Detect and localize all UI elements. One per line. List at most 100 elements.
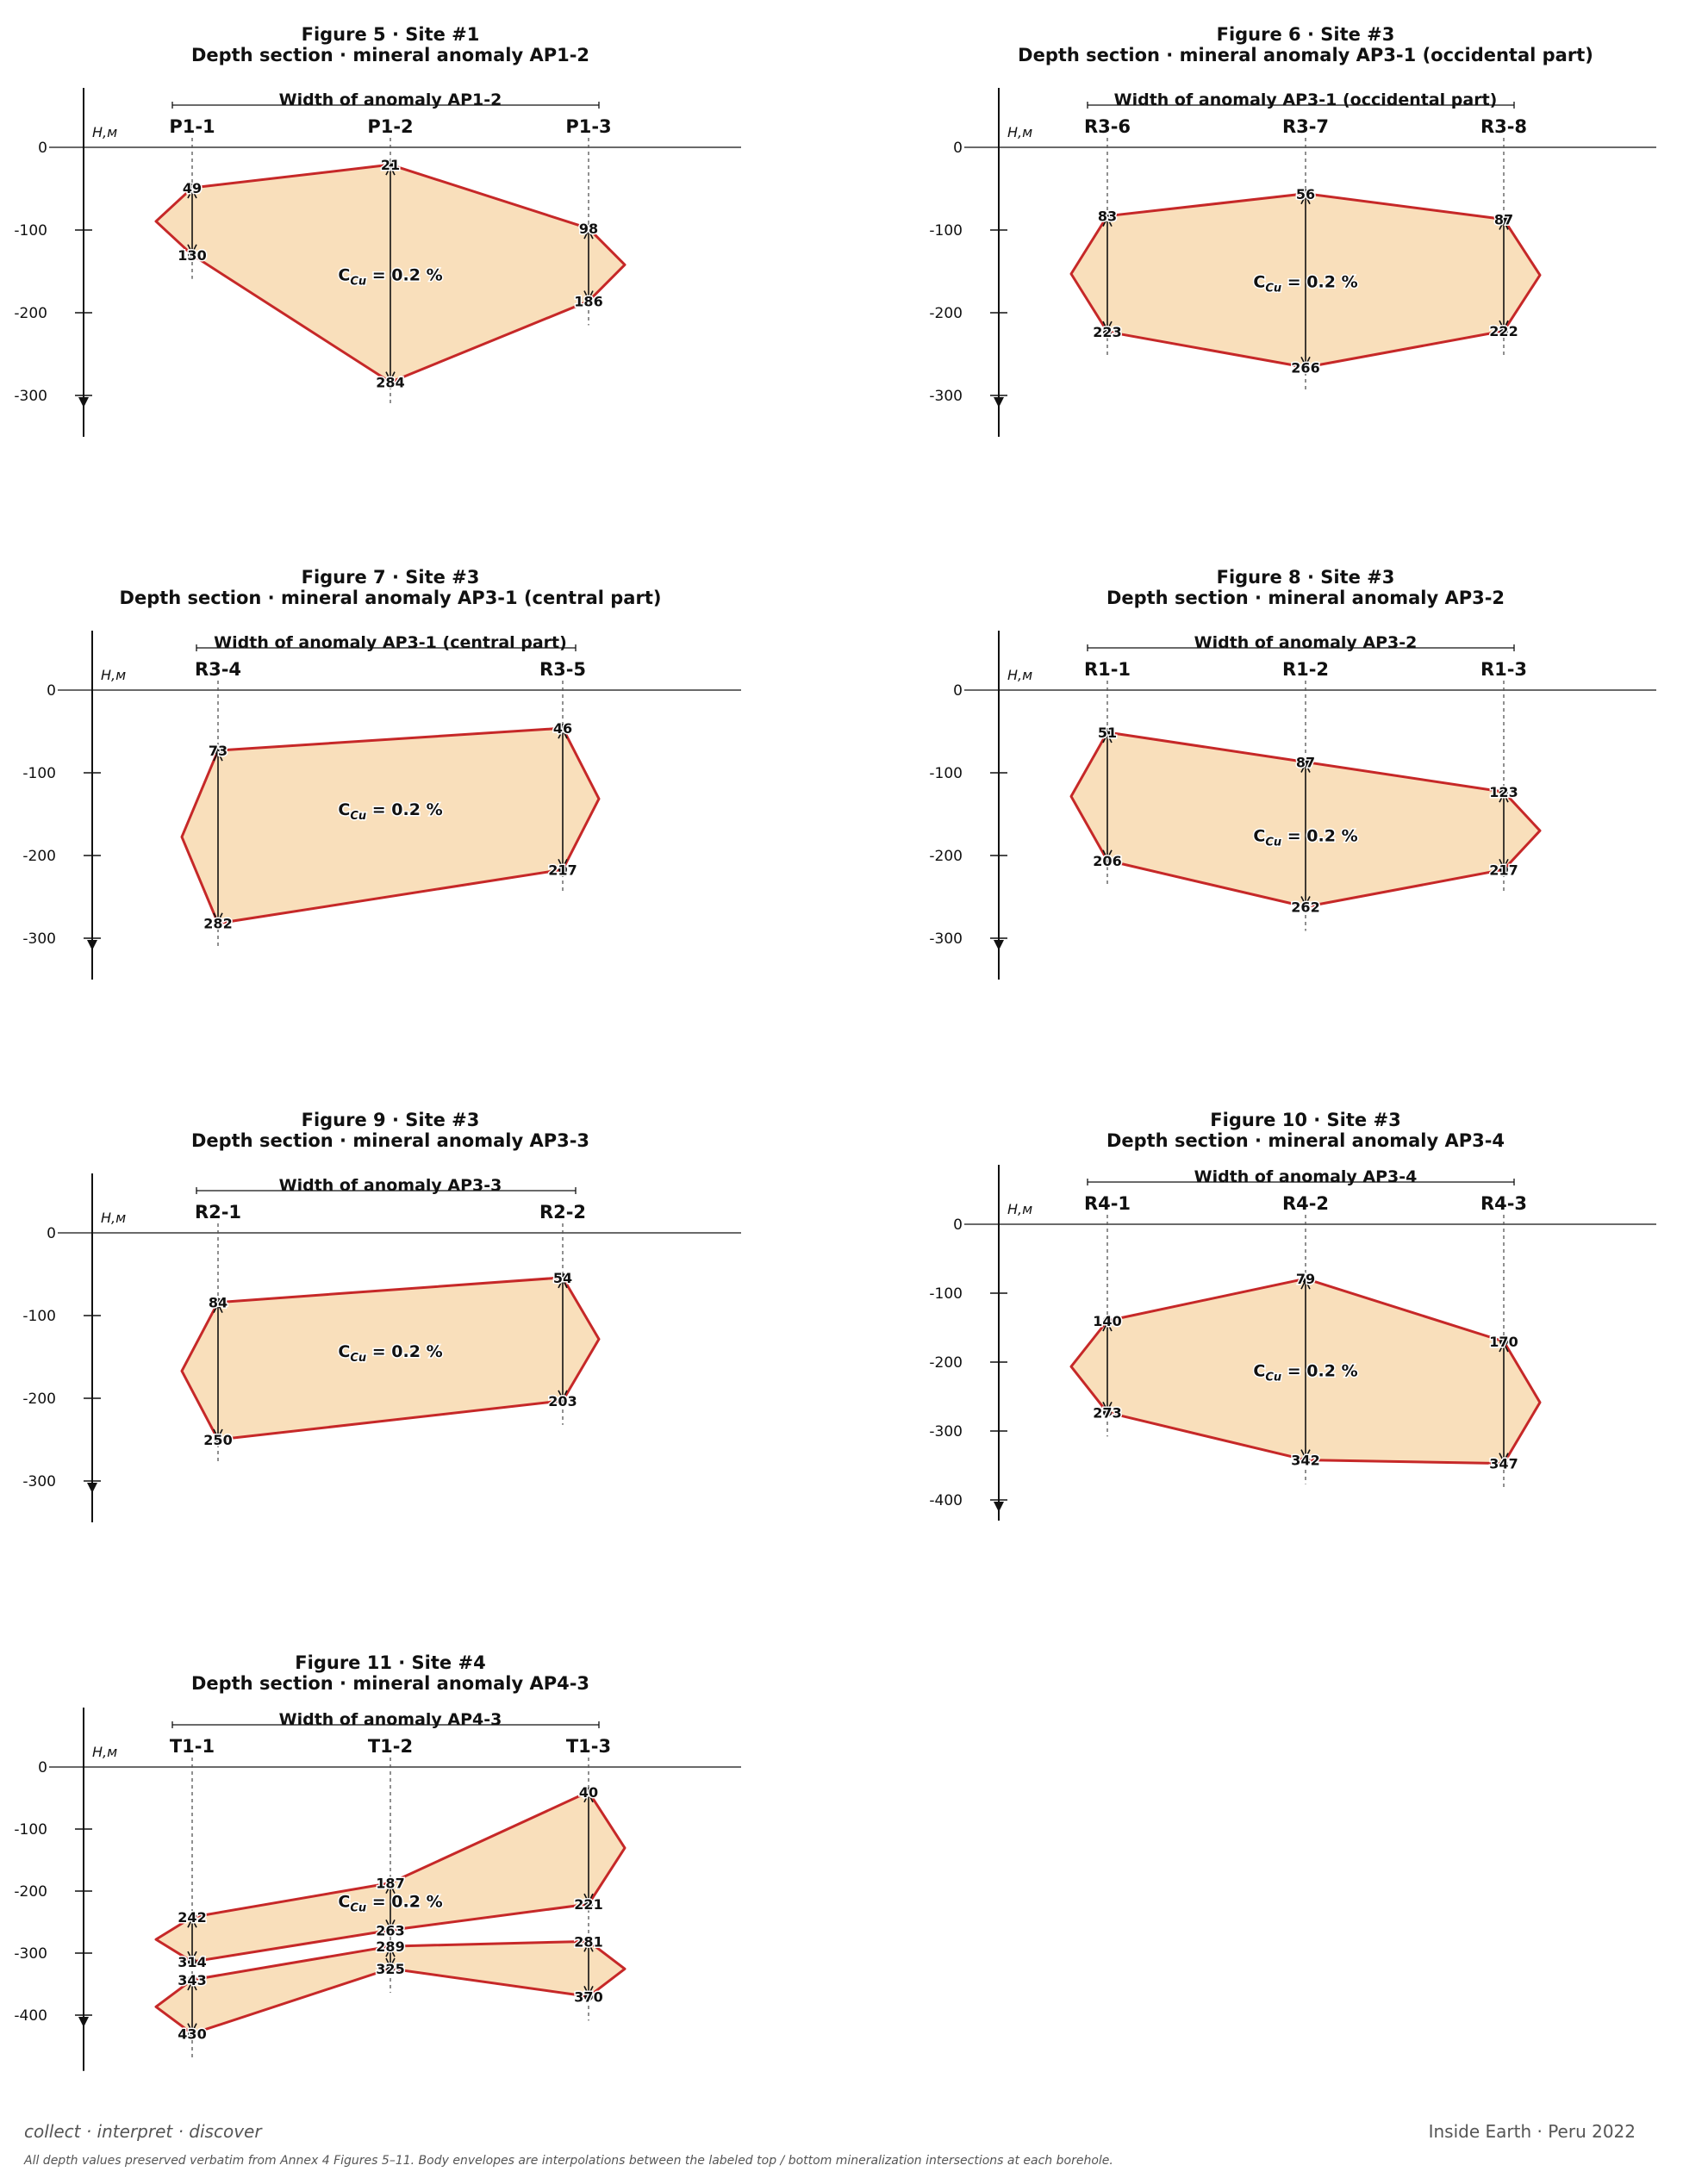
- figure-11-title: Figure 11 · Site #4 Depth section · mine…: [0, 1652, 781, 1694]
- depth-tick-label: 0: [953, 1216, 963, 1234]
- depth-axis-title: H,м: [92, 124, 117, 140]
- intersection-bottom-dot: [188, 2029, 196, 2038]
- footnote: All depth values preserved verbatim from…: [24, 2154, 1113, 2168]
- intersection-top-dot: [558, 724, 567, 733]
- borehole-label: R1-1: [1084, 659, 1131, 680]
- intersection-bottom-dot: [1301, 1455, 1310, 1465]
- intersection-bottom-label: 221: [574, 1896, 602, 1913]
- depth-tick-label: 0: [47, 1225, 56, 1242]
- intersection-bottom-label: 186: [574, 294, 602, 310]
- figure-10-panel: H,м 0 -100 -200 -300 -400 Width of anomaly AP3…: [929, 1165, 1656, 1521]
- intersection-top-dot: [1103, 211, 1112, 221]
- figure-10-title: Figure 10 · Site #3 Depth section · mine…: [915, 1110, 1683, 1151]
- intersection-top-dot: [584, 1787, 593, 1796]
- intersection-bottom-label: 262: [1291, 899, 1319, 916]
- anomaly-width-label: Width of anomaly AP3-3: [279, 1176, 502, 1195]
- anomaly-width-label: Width of anomaly AP1-2: [279, 90, 502, 109]
- depth-tick-label: -300: [22, 930, 56, 948]
- concentration-prefix: C: [1253, 273, 1265, 292]
- depth-axis-arrow-icon: [78, 2017, 89, 2027]
- anomaly-width-label: Width of anomaly AP3-2: [1194, 633, 1418, 652]
- intersection-top-dot: [1301, 189, 1310, 198]
- depth-tick-label: -300: [14, 388, 47, 405]
- intersection-top-dot: [386, 1878, 395, 1888]
- concentration-label: CCu = 0.2 %: [1253, 273, 1357, 296]
- intersection-bottom-label: 342: [1291, 1453, 1319, 1469]
- figure-6-subheading: Depth section · mineral anomaly AP3-1 (o…: [1018, 45, 1593, 65]
- intersection-top-label: 98: [579, 221, 598, 237]
- intersection-top-label: 242: [178, 1909, 206, 1926]
- intersection-top-label: 170: [1489, 1334, 1518, 1350]
- depth-axis-arrow-icon: [994, 940, 1004, 950]
- depth-tick-label: -100: [14, 222, 47, 240]
- depth-tick-label: -200: [929, 848, 963, 865]
- intersection-top-label: 84: [209, 1295, 228, 1311]
- depth-tick-label: 0: [38, 1759, 47, 1776]
- figure-5-panel: H,м 0 -100 -200 -300 Width of anomaly AP1-2 P1…: [14, 88, 741, 437]
- borehole-label: R4-3: [1480, 1193, 1527, 1214]
- intersection-bottom-dot: [1103, 856, 1112, 865]
- intersection-top-dot: [558, 1272, 567, 1282]
- intersection-bottom-label: 203: [548, 1393, 577, 1409]
- intersection-top-dot: [188, 184, 196, 193]
- tagline: collect · interpret · discover: [24, 2121, 262, 2142]
- anomaly-width-label: Width of anomaly AP3-4: [1194, 1167, 1418, 1186]
- intersection-bottom-dot: [584, 296, 593, 306]
- figure-8-heading: Figure 8 · Site #3: [1216, 567, 1395, 588]
- intersection-bottom-label: 430: [178, 2026, 206, 2043]
- depth-tick-label: -100: [14, 1821, 47, 1839]
- figure-8-subheading: Depth section · mineral anomaly AP3-2: [1106, 588, 1505, 608]
- concentration-subscript: Cu: [350, 810, 366, 823]
- intersection-bottom-dot: [386, 1926, 395, 1935]
- intersection-bottom-dot: [386, 377, 395, 387]
- intersection-top-label: 343: [178, 1972, 206, 1988]
- figure-5-heading: Figure 5 · Site #1: [301, 24, 480, 45]
- concentration-value: = 0.2 %: [366, 1342, 442, 1361]
- intersection-bottom-dot: [1499, 327, 1508, 336]
- intersection-top-dot: [1499, 787, 1508, 797]
- borehole-label: R3-6: [1084, 116, 1131, 137]
- depth-axis-title: H,м: [101, 667, 126, 683]
- intersection-bottom-dot: [1301, 363, 1310, 372]
- intersection-bottom-dot: [214, 1435, 222, 1444]
- concentration-label: CCu = 0.2 %: [338, 1893, 442, 1915]
- depth-tick-label: -300: [929, 1423, 963, 1440]
- borehole-label: P1-2: [367, 116, 413, 137]
- intersection-top-dot: [188, 1975, 196, 1984]
- intersection-bottom-dot: [558, 865, 567, 874]
- intersection-top-dot: [214, 1297, 222, 1307]
- borehole-label: R2-2: [539, 1202, 586, 1223]
- intersection-bottom-label: 217: [548, 862, 577, 878]
- figure-7-title: Figure 7 · Site #3 Depth section · miner…: [0, 567, 781, 608]
- concentration-prefix: C: [338, 1893, 350, 1912]
- depth-axis-arrow-icon: [994, 1502, 1004, 1512]
- figure-9-heading: Figure 9 · Site #3: [301, 1110, 480, 1130]
- depth-axis-title: H,м: [101, 1210, 126, 1226]
- concentration-subscript: Cu: [1265, 1371, 1281, 1384]
- concentration-value: = 0.2 %: [1281, 827, 1357, 846]
- depth-tick-label: -100: [929, 765, 963, 782]
- intersection-bottom-label: 263: [376, 1922, 404, 1938]
- intersection-top-label: 79: [1296, 1271, 1315, 1287]
- concentration-prefix: C: [338, 265, 350, 284]
- figure-11-heading: Figure 11 · Site #4: [295, 1652, 486, 1673]
- depth-tick-label: -200: [22, 1391, 56, 1408]
- intersection-bottom-label: 217: [1489, 862, 1518, 878]
- intersection-top-label: 54: [553, 1270, 572, 1286]
- intersection-top-label: 187: [376, 1876, 404, 1892]
- intersection-bottom-dot: [1301, 902, 1310, 912]
- intersection-bottom-dot: [584, 1900, 593, 1909]
- depth-axis-title: H,м: [1007, 1201, 1032, 1217]
- intersection-bottom-dot: [386, 1964, 395, 1973]
- intersection-top-dot: [1301, 757, 1310, 767]
- anomaly-width-label: Width of anomaly AP3-1 (central part): [214, 633, 567, 652]
- depth-axis-arrow-icon: [87, 940, 97, 950]
- borehole-label: R3-4: [195, 659, 241, 680]
- borehole-label: T1-2: [368, 1736, 413, 1757]
- intersection-top-dot: [584, 1937, 593, 1946]
- intersection-bottom-label: 282: [203, 916, 232, 932]
- intersection-top-dot: [1103, 727, 1112, 737]
- depth-tick-label: 0: [47, 682, 56, 700]
- intersection-top-label: 21: [381, 157, 400, 173]
- depth-axis-title: H,м: [92, 1744, 117, 1760]
